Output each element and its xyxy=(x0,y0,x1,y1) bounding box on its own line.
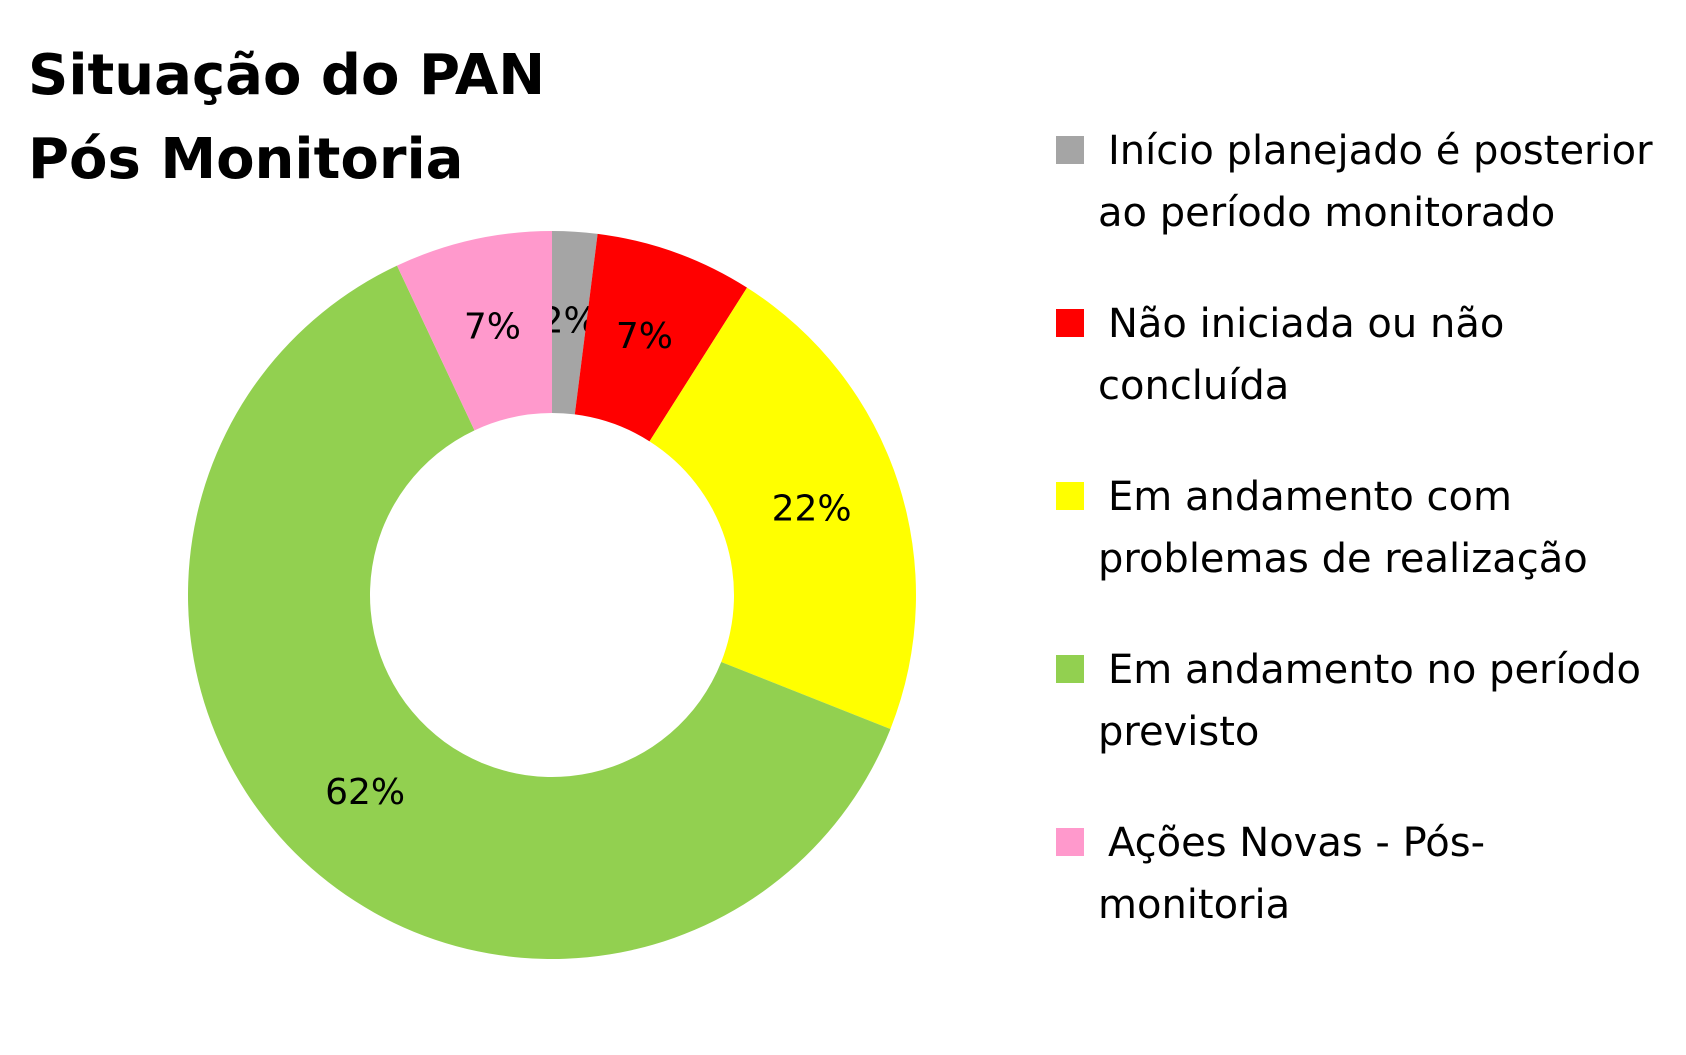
legend-label: Ações Novas - Pós-monitoria xyxy=(1098,820,1486,928)
donut-slice xyxy=(649,287,916,729)
data-label: 62% xyxy=(325,772,405,813)
legend-swatch xyxy=(1056,136,1084,164)
legend-item: Em andamento com problemas de realização xyxy=(1056,466,1658,590)
legend-label: Em andamento no período previsto xyxy=(1098,647,1641,755)
donut-slice xyxy=(397,231,552,431)
legend-label: Em andamento com problemas de realização xyxy=(1098,474,1588,582)
chart-title: Situação do PAN Pós Monitoria xyxy=(28,43,546,192)
legend-label: Início planejado é posterior ao período … xyxy=(1098,128,1653,236)
legend-item: Em andamento no período previsto xyxy=(1056,639,1658,763)
data-label: 7% xyxy=(616,316,673,357)
data-label: 7% xyxy=(464,307,521,348)
legend: Início planejado é posterior ao período … xyxy=(1056,120,1656,985)
donut-slice xyxy=(552,231,598,415)
data-label: 22% xyxy=(772,489,852,530)
legend-label: Não iniciada ou não concluída xyxy=(1098,301,1505,409)
legend-item: Não iniciada ou não concluída xyxy=(1056,293,1658,417)
legend-item: Ações Novas - Pós-monitoria xyxy=(1056,812,1658,936)
donut-slice xyxy=(574,233,748,442)
legend-item: Início planejado é posterior ao período … xyxy=(1056,120,1658,244)
legend-swatch xyxy=(1056,482,1084,510)
donut-slice xyxy=(188,265,891,959)
legend-swatch xyxy=(1056,309,1084,337)
legend-swatch xyxy=(1056,655,1084,683)
legend-swatch xyxy=(1056,828,1084,856)
